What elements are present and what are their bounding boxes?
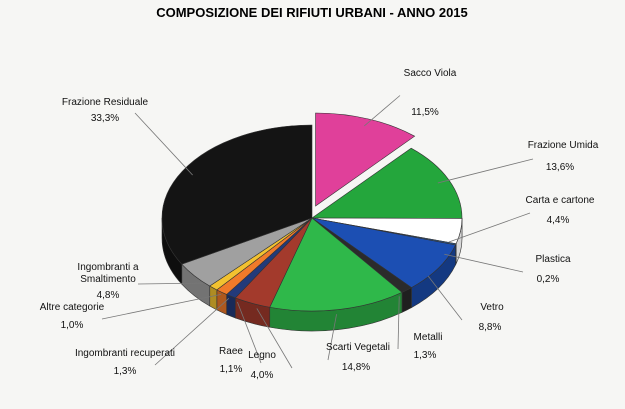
slice-value-frazione-umida: 13,6% — [546, 162, 574, 173]
slice-label-ingombranti-recuperati: Ingombranti recuperati — [75, 348, 175, 359]
leader-line-altre-categorie — [101, 294, 222, 320]
pie-top-group — [161, 112, 463, 312]
slice-label-carta-e-cartone: Carta e cartone — [526, 195, 595, 206]
slice-label-metalli: Metalli — [414, 332, 443, 343]
slice-value-scarti-vegetali: 14,8% — [342, 362, 370, 373]
leader-line-vetro — [427, 275, 463, 321]
leader-line-frazione-umida — [437, 158, 534, 184]
slice-label-frazione-residuale: Frazione Residuale — [62, 97, 149, 108]
slice-label-raee: Raee — [219, 346, 243, 357]
leader-line-sacco-viola — [364, 95, 401, 127]
slice-label-plastica: Plastica — [535, 254, 570, 265]
slice-value-raee: 1,1% — [220, 364, 243, 375]
pie-slice-sacco-viola — [315, 112, 416, 207]
leader-line-ingombranti-a-smaltimento — [137, 282, 204, 285]
pie-side-raee — [226, 293, 236, 319]
slice-label-sacco-viola: Sacco Viola — [404, 68, 457, 79]
slice-value-sacco-viola: 11,5% — [411, 107, 439, 118]
slice-label-legno: Legno — [248, 350, 276, 361]
slice-label-scarti-vegetali: Scarti Vegetali — [326, 342, 390, 353]
slice-value-ingombranti-a-smaltimento: 4,8% — [97, 290, 120, 301]
slice-value-ingombranti-recuperati: 1,3% — [114, 366, 137, 377]
pie-slice-vetro — [311, 217, 457, 288]
leader-lines — [101, 95, 534, 369]
pie-slice-scarti-vegetali — [269, 217, 403, 312]
slice-value-carta-e-cartone: 4,4% — [547, 215, 570, 226]
slice-label-altre-categorie: Altre categorie — [40, 302, 105, 313]
slice-label-vetro: Vetro — [480, 302, 504, 313]
leader-line-frazione-residuale — [134, 112, 193, 176]
slice-value-altre-categorie: 1,0% — [61, 320, 84, 331]
slice-label-frazione-umida: Frazione Umida — [528, 140, 599, 151]
slice-label-ingombranti-a-smaltimento: Ingombranti a Smaltimento — [77, 262, 139, 285]
leader-line-plastica — [444, 253, 524, 273]
leader-line-raee — [237, 301, 262, 364]
slice-value-vetro: 8,8% — [479, 322, 502, 333]
slice-value-legno: 4,0% — [251, 370, 274, 381]
slice-value-frazione-residuale: 33,3% — [91, 113, 119, 124]
leader-line-legno — [256, 308, 293, 369]
slice-value-plastica: 0,2% — [537, 274, 560, 285]
chart-title: COMPOSIZIONE DEI RIFIUTI URBANI - ANNO 2… — [156, 5, 468, 20]
slice-labels: Sacco Viola 11,5% Frazione Umida 13,6% Carta… — [40, 68, 599, 381]
pie-slice-frazione-residuale — [161, 124, 313, 265]
leader-line-ingombranti-recuperati — [154, 297, 230, 366]
slice-value-metalli: 1,3% — [414, 350, 437, 361]
leader-line-metalli — [397, 296, 400, 350]
leader-line-carta-e-cartone — [448, 212, 531, 243]
leader-line-scarti-vegetali — [327, 314, 337, 361]
